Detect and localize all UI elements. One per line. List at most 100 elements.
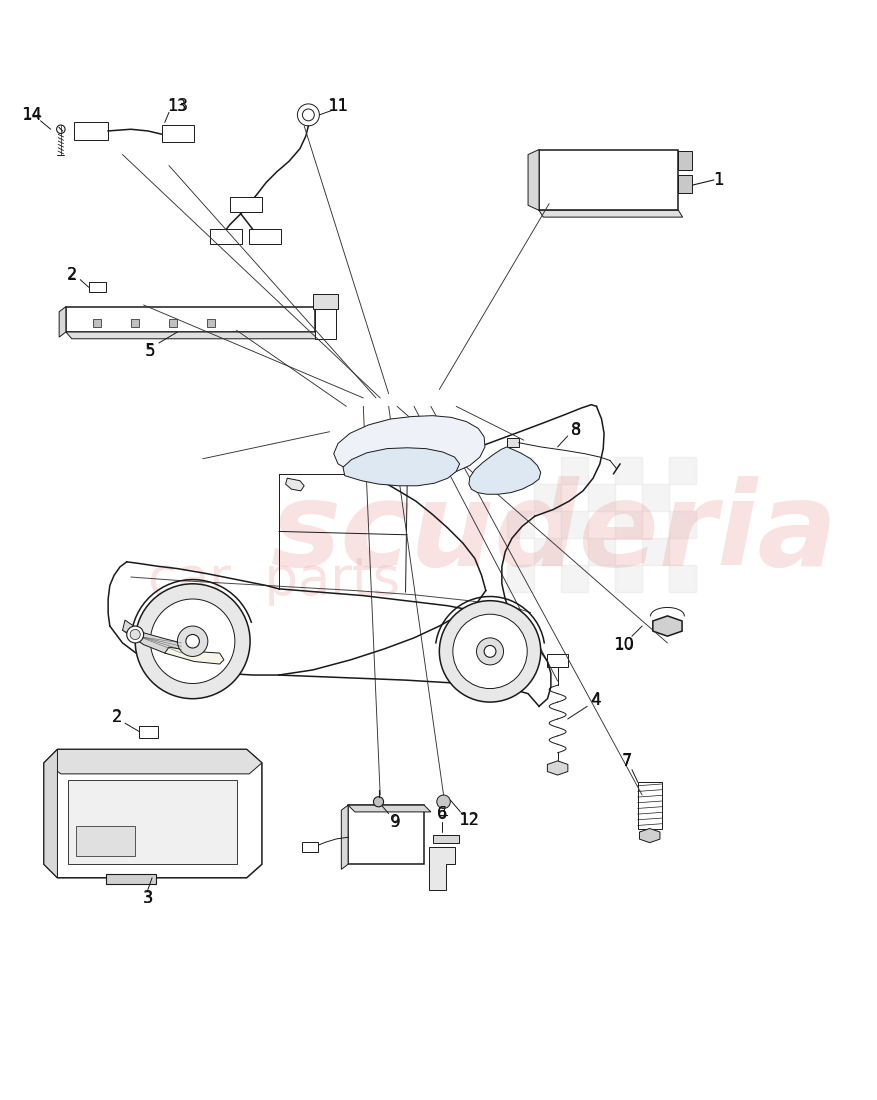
Text: 12: 12 bbox=[459, 812, 480, 829]
Circle shape bbox=[135, 584, 250, 698]
Polygon shape bbox=[539, 210, 682, 217]
Bar bbox=[76, 826, 135, 856]
Polygon shape bbox=[469, 447, 541, 494]
Bar bbox=[615, 565, 642, 592]
Bar bbox=[207, 319, 216, 327]
Text: 3: 3 bbox=[143, 891, 153, 905]
Bar bbox=[507, 458, 534, 484]
Bar bbox=[162, 125, 195, 142]
Circle shape bbox=[374, 796, 383, 806]
Polygon shape bbox=[165, 647, 224, 664]
Bar bbox=[669, 458, 696, 484]
Text: 7: 7 bbox=[622, 752, 632, 770]
Polygon shape bbox=[66, 332, 321, 339]
Bar bbox=[131, 319, 139, 327]
Text: 2: 2 bbox=[67, 267, 76, 282]
Bar bbox=[642, 538, 669, 565]
Bar bbox=[588, 484, 615, 512]
Polygon shape bbox=[44, 749, 58, 878]
Polygon shape bbox=[123, 620, 182, 657]
Polygon shape bbox=[639, 828, 660, 843]
Text: 6: 6 bbox=[437, 806, 446, 821]
Text: 1: 1 bbox=[713, 170, 724, 189]
Bar bbox=[210, 229, 242, 244]
Text: 13: 13 bbox=[167, 98, 188, 116]
Text: 3: 3 bbox=[143, 889, 153, 908]
Circle shape bbox=[130, 629, 140, 639]
Text: 14: 14 bbox=[22, 106, 43, 124]
Bar bbox=[679, 175, 692, 194]
Bar bbox=[669, 512, 696, 538]
Bar bbox=[303, 843, 317, 852]
Polygon shape bbox=[343, 448, 460, 486]
Bar bbox=[534, 484, 561, 512]
Circle shape bbox=[150, 600, 235, 683]
Circle shape bbox=[177, 626, 208, 657]
Circle shape bbox=[127, 626, 144, 642]
Text: 8: 8 bbox=[571, 421, 581, 439]
Text: car  parts: car parts bbox=[148, 553, 400, 606]
Bar bbox=[638, 782, 661, 828]
Polygon shape bbox=[334, 416, 485, 478]
Circle shape bbox=[57, 125, 65, 133]
Text: 4: 4 bbox=[590, 692, 601, 710]
Text: 8: 8 bbox=[572, 422, 581, 438]
Bar bbox=[89, 283, 105, 293]
Polygon shape bbox=[433, 835, 459, 844]
Bar bbox=[93, 319, 102, 327]
Bar bbox=[615, 458, 642, 484]
Text: 10: 10 bbox=[613, 636, 634, 653]
Bar bbox=[230, 197, 262, 212]
Bar bbox=[507, 512, 534, 538]
Bar bbox=[561, 458, 588, 484]
Polygon shape bbox=[286, 478, 304, 491]
Bar bbox=[312, 294, 338, 309]
Text: 6: 6 bbox=[437, 804, 447, 823]
Circle shape bbox=[484, 646, 496, 658]
Bar bbox=[66, 307, 315, 332]
Polygon shape bbox=[652, 616, 682, 636]
Bar bbox=[561, 512, 588, 538]
Circle shape bbox=[297, 103, 319, 125]
Bar bbox=[348, 805, 424, 865]
Text: 5: 5 bbox=[145, 342, 155, 361]
Text: 13: 13 bbox=[168, 99, 187, 114]
Bar bbox=[561, 565, 588, 592]
Bar bbox=[105, 873, 156, 883]
Polygon shape bbox=[528, 150, 539, 210]
Text: 2: 2 bbox=[111, 710, 121, 725]
Bar bbox=[615, 512, 642, 538]
Bar bbox=[507, 439, 519, 447]
Bar bbox=[588, 538, 615, 565]
Text: 12: 12 bbox=[460, 813, 479, 828]
Polygon shape bbox=[59, 307, 66, 337]
Bar bbox=[642, 484, 669, 512]
Text: 2: 2 bbox=[67, 265, 77, 284]
Circle shape bbox=[303, 109, 314, 121]
Text: 4: 4 bbox=[591, 693, 601, 708]
Text: 11: 11 bbox=[327, 98, 348, 116]
Circle shape bbox=[453, 614, 527, 689]
Text: 14: 14 bbox=[23, 108, 42, 122]
Circle shape bbox=[437, 795, 450, 808]
Text: 1: 1 bbox=[713, 170, 724, 189]
Polygon shape bbox=[341, 805, 348, 869]
Bar bbox=[679, 151, 692, 169]
Text: 7: 7 bbox=[622, 754, 631, 769]
Circle shape bbox=[439, 601, 541, 702]
Text: 9: 9 bbox=[390, 815, 400, 829]
Circle shape bbox=[476, 638, 503, 664]
Polygon shape bbox=[547, 761, 568, 776]
Bar bbox=[249, 229, 282, 244]
Bar bbox=[169, 319, 177, 327]
Text: scuderia: scuderia bbox=[270, 475, 838, 591]
Text: 2: 2 bbox=[111, 708, 122, 726]
Bar bbox=[75, 122, 108, 140]
Bar bbox=[507, 565, 534, 592]
Bar bbox=[68, 780, 237, 865]
Bar bbox=[315, 307, 336, 339]
Polygon shape bbox=[348, 805, 431, 812]
Polygon shape bbox=[429, 847, 454, 890]
Bar bbox=[669, 565, 696, 592]
Bar bbox=[139, 726, 158, 738]
